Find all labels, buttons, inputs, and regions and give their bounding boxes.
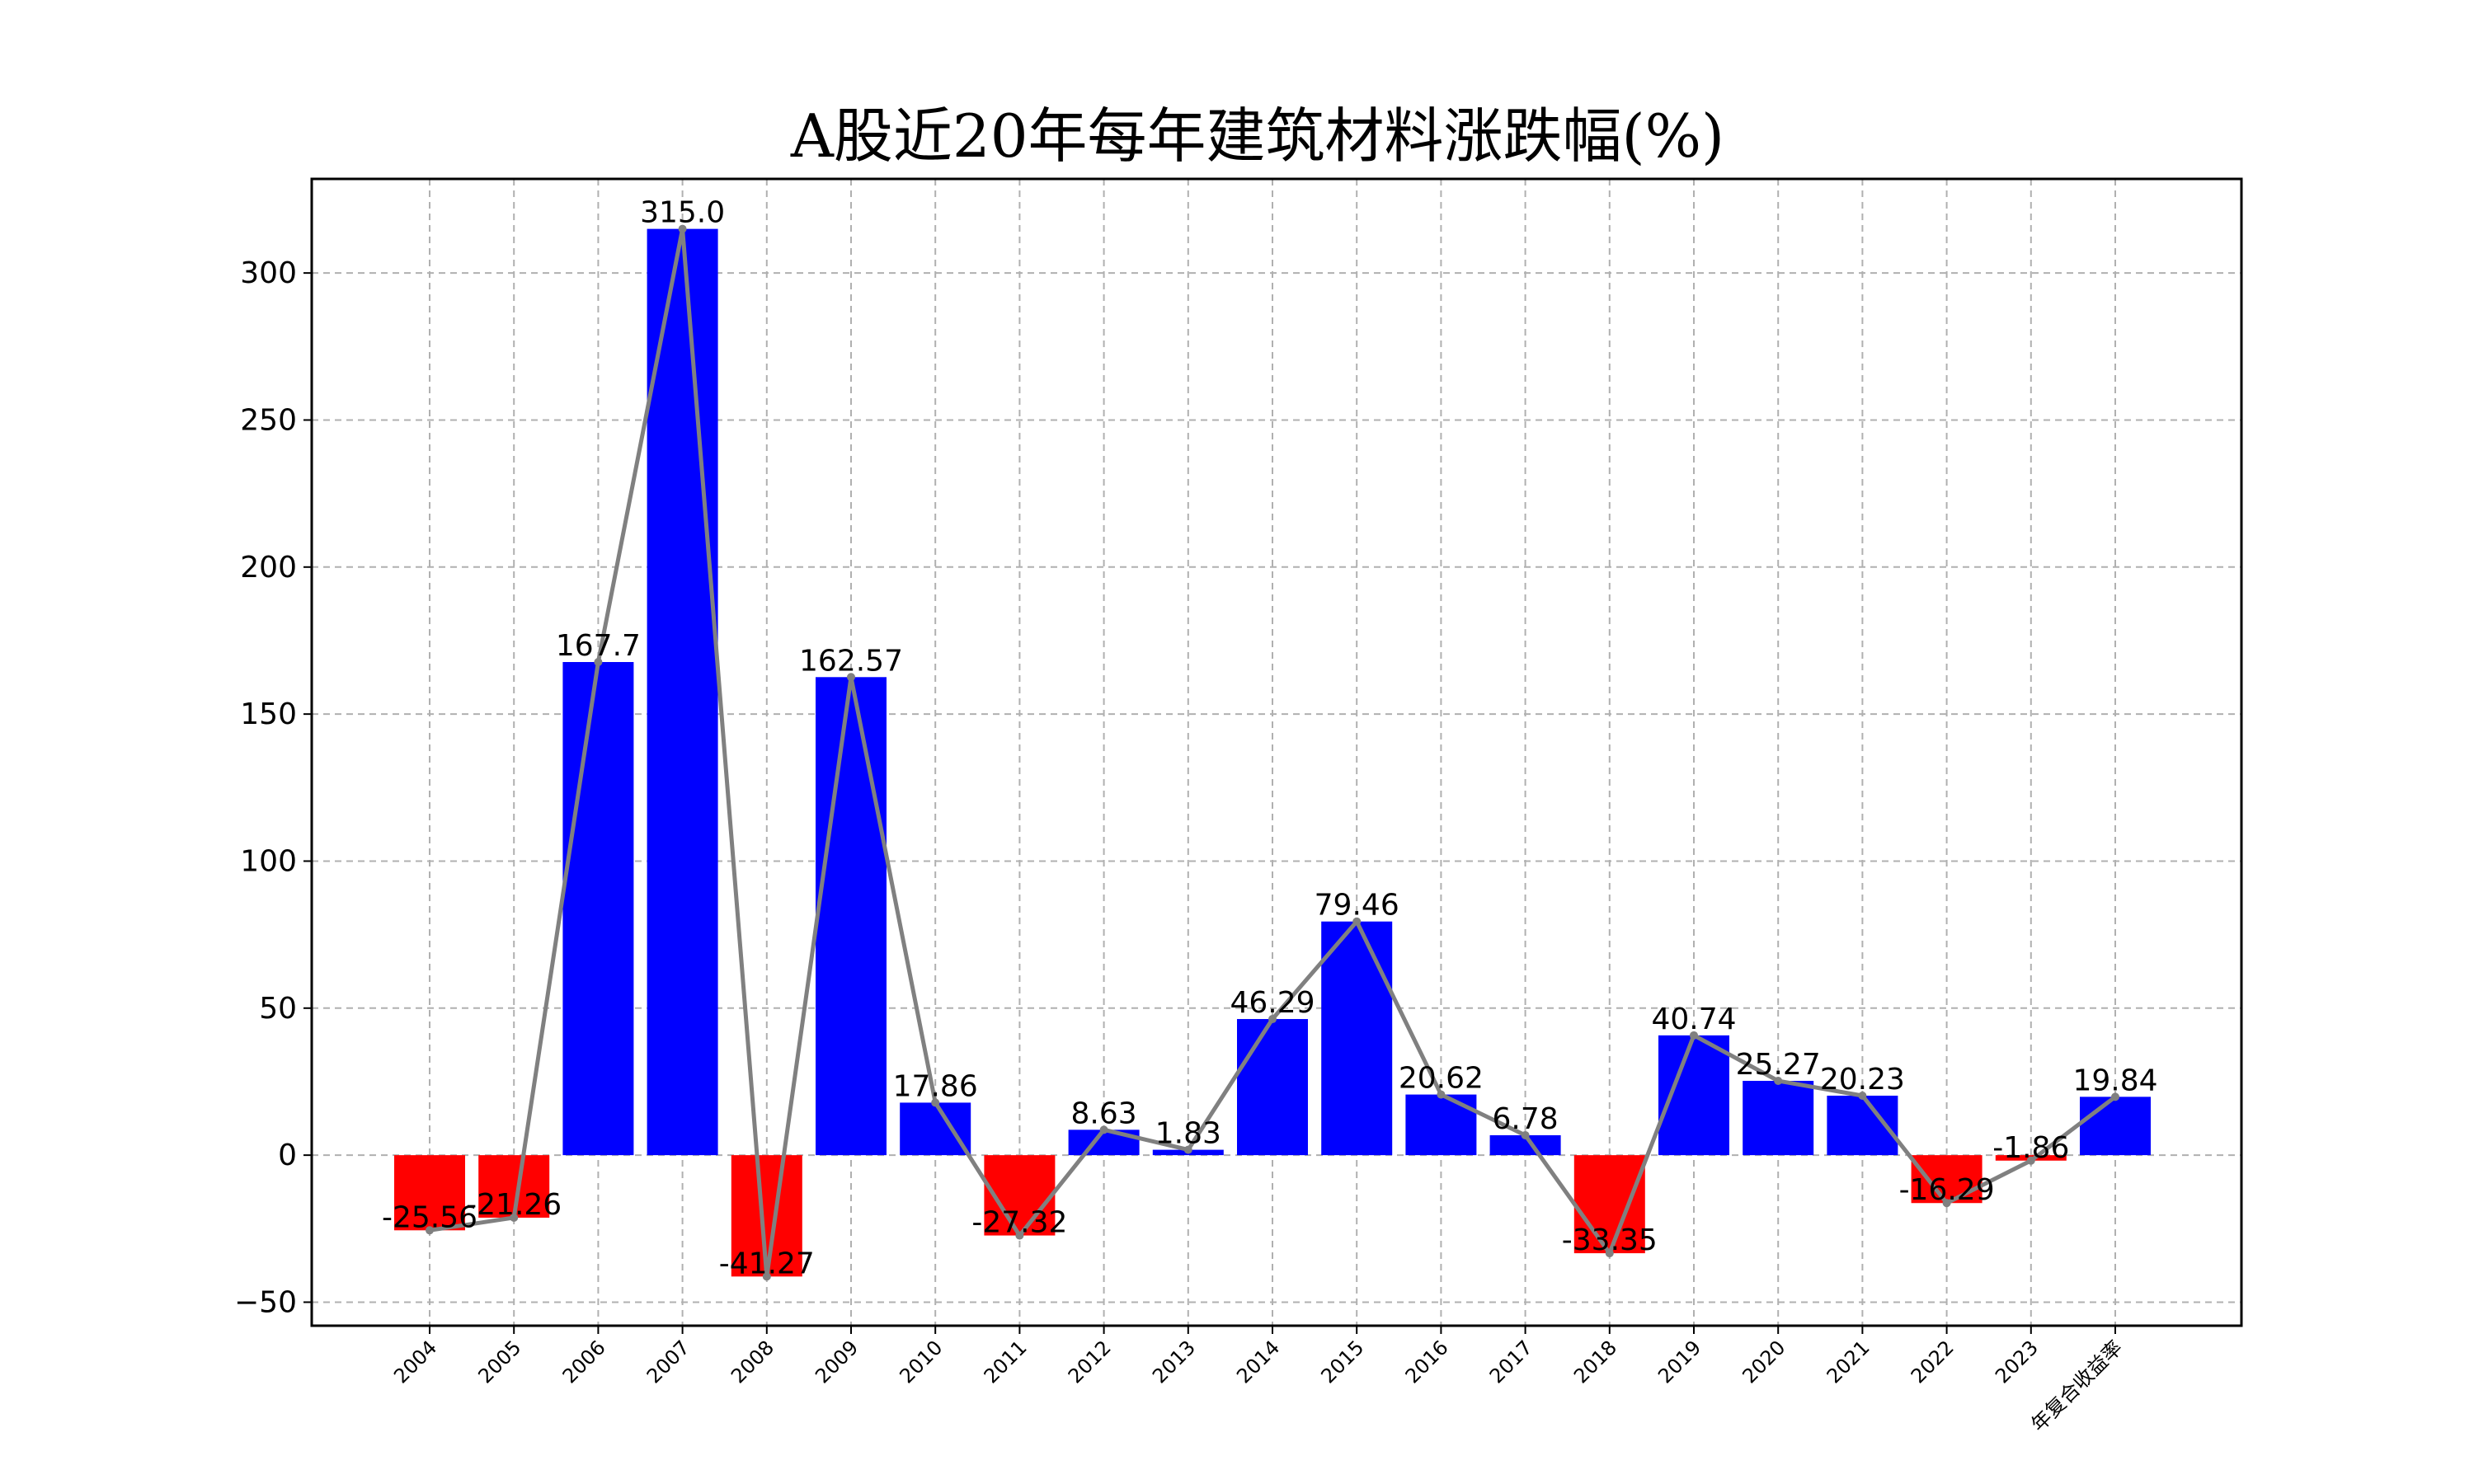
data-label: 20.23	[1820, 1063, 1905, 1097]
bar	[562, 662, 634, 1156]
trend-point	[847, 673, 855, 682]
trend-point	[1942, 1199, 1951, 1208]
x-tick-label: 2007	[642, 1336, 694, 1388]
data-labels: -25.56-21.26 167.7 315.0 -41.27 162.57 17.86 -…	[382, 196, 2158, 1281]
data-label: -33.35	[1562, 1223, 1658, 1257]
x-tick-label: 2018	[1569, 1336, 1621, 1388]
x-tick-label: 2023	[1991, 1336, 2043, 1388]
trend-point	[1858, 1091, 1867, 1100]
bar	[1405, 1094, 1477, 1156]
trend-point	[594, 658, 603, 667]
data-label: -27.32	[971, 1206, 1067, 1240]
data-label: 162.57	[799, 644, 903, 678]
y-tick-label: 100	[240, 844, 297, 878]
data-label: 167.7	[556, 629, 641, 663]
bar	[1321, 921, 1393, 1156]
x-tick-label: 2015	[1316, 1336, 1368, 1388]
x-tick-label: 2008	[727, 1336, 778, 1388]
data-label: -41.27	[719, 1247, 815, 1280]
x-tick-label: 2021	[1823, 1336, 1874, 1388]
data-label: -1.86	[1992, 1131, 2069, 1165]
trend-point	[2026, 1156, 2035, 1165]
bar	[1911, 1155, 1982, 1204]
x-tick-label: 2019	[1653, 1336, 1705, 1388]
y-tick-label: 50	[259, 992, 297, 1026]
data-label: 46.29	[1230, 986, 1315, 1020]
x-tick-label: 2006	[558, 1336, 610, 1388]
trend-point	[1774, 1077, 1783, 1086]
x-tick-label: 2022	[1907, 1336, 1959, 1388]
trend-point	[1437, 1090, 1446, 1099]
y-tick-label: 250	[240, 403, 297, 437]
data-label: 315.0	[640, 196, 725, 230]
y-tick-label: −50	[234, 1285, 297, 1319]
data-label: -21.26	[466, 1188, 562, 1222]
x-tick-label: 2013	[1148, 1336, 1200, 1388]
trend-point	[1099, 1125, 1108, 1134]
x-tick-label: 2004	[389, 1336, 441, 1388]
x-axis-ticks: 2004 2005 2006 2007 2008 2009 2010 2011 2012 2013…	[389, 1326, 2127, 1436]
trend-point	[426, 1226, 434, 1235]
trend-point	[1015, 1231, 1024, 1240]
trend-point	[1268, 1015, 1277, 1024]
x-tick-label: 2011	[980, 1336, 1032, 1388]
trend-point	[931, 1098, 940, 1107]
trend-point	[1183, 1145, 1192, 1154]
bar	[816, 677, 887, 1156]
y-tick-label: 0	[278, 1139, 297, 1172]
data-label: 79.46	[1315, 889, 1399, 923]
data-label: -16.29	[1899, 1173, 1995, 1207]
trend-point	[678, 224, 687, 233]
trend-point	[1605, 1249, 1614, 1258]
data-label: 17.86	[893, 1069, 978, 1103]
x-tick-label: 2014	[1232, 1336, 1284, 1388]
x-tick-label: 年复合收益率	[2027, 1336, 2128, 1436]
bar	[1237, 1019, 1308, 1156]
y-tick-label: 200	[240, 551, 297, 585]
bar	[1573, 1155, 1645, 1254]
bar	[647, 228, 718, 1156]
chart-title: A股近20年每年建筑材料涨跌幅(%)	[790, 101, 1724, 171]
x-tick-label: 2012	[1064, 1336, 1116, 1388]
y-tick-label: 150	[240, 697, 297, 731]
trend-point	[510, 1213, 519, 1222]
plot-frame	[310, 177, 2243, 1327]
bar	[1743, 1081, 1814, 1156]
trend-line	[426, 224, 2119, 1281]
trend-point	[762, 1272, 771, 1281]
bar	[2080, 1097, 2151, 1156]
data-label: 25.27	[1736, 1048, 1821, 1082]
trend-point	[2111, 1092, 2119, 1101]
data-label: 20.62	[1399, 1062, 1484, 1096]
bars	[394, 228, 2151, 1277]
x-tick-label: 2005	[473, 1336, 525, 1388]
data-label: 6.78	[1493, 1102, 1559, 1136]
grid-lines	[312, 179, 2241, 1326]
data-label: 40.74	[1651, 1003, 1736, 1036]
x-tick-label: 2010	[895, 1336, 947, 1388]
bar	[394, 1155, 465, 1231]
y-tick-label: 300	[240, 256, 297, 290]
trend-point	[1690, 1031, 1698, 1040]
x-tick-label: 2009	[811, 1336, 863, 1388]
data-label: -25.56	[382, 1200, 477, 1234]
x-tick-label: 2016	[1401, 1336, 1453, 1388]
trend-point	[1352, 917, 1362, 926]
trend-point	[1521, 1130, 1530, 1139]
x-tick-label: 2020	[1738, 1336, 1790, 1388]
data-label: 1.83	[1155, 1117, 1221, 1151]
y-axis-ticks: −50 0 50 100 150 200 250 300	[234, 256, 312, 1319]
data-label: 8.63	[1071, 1097, 1137, 1130]
x-tick-label: 2017	[1485, 1336, 1537, 1388]
bar	[900, 1102, 971, 1156]
data-label: 19.84	[2072, 1064, 2157, 1097]
